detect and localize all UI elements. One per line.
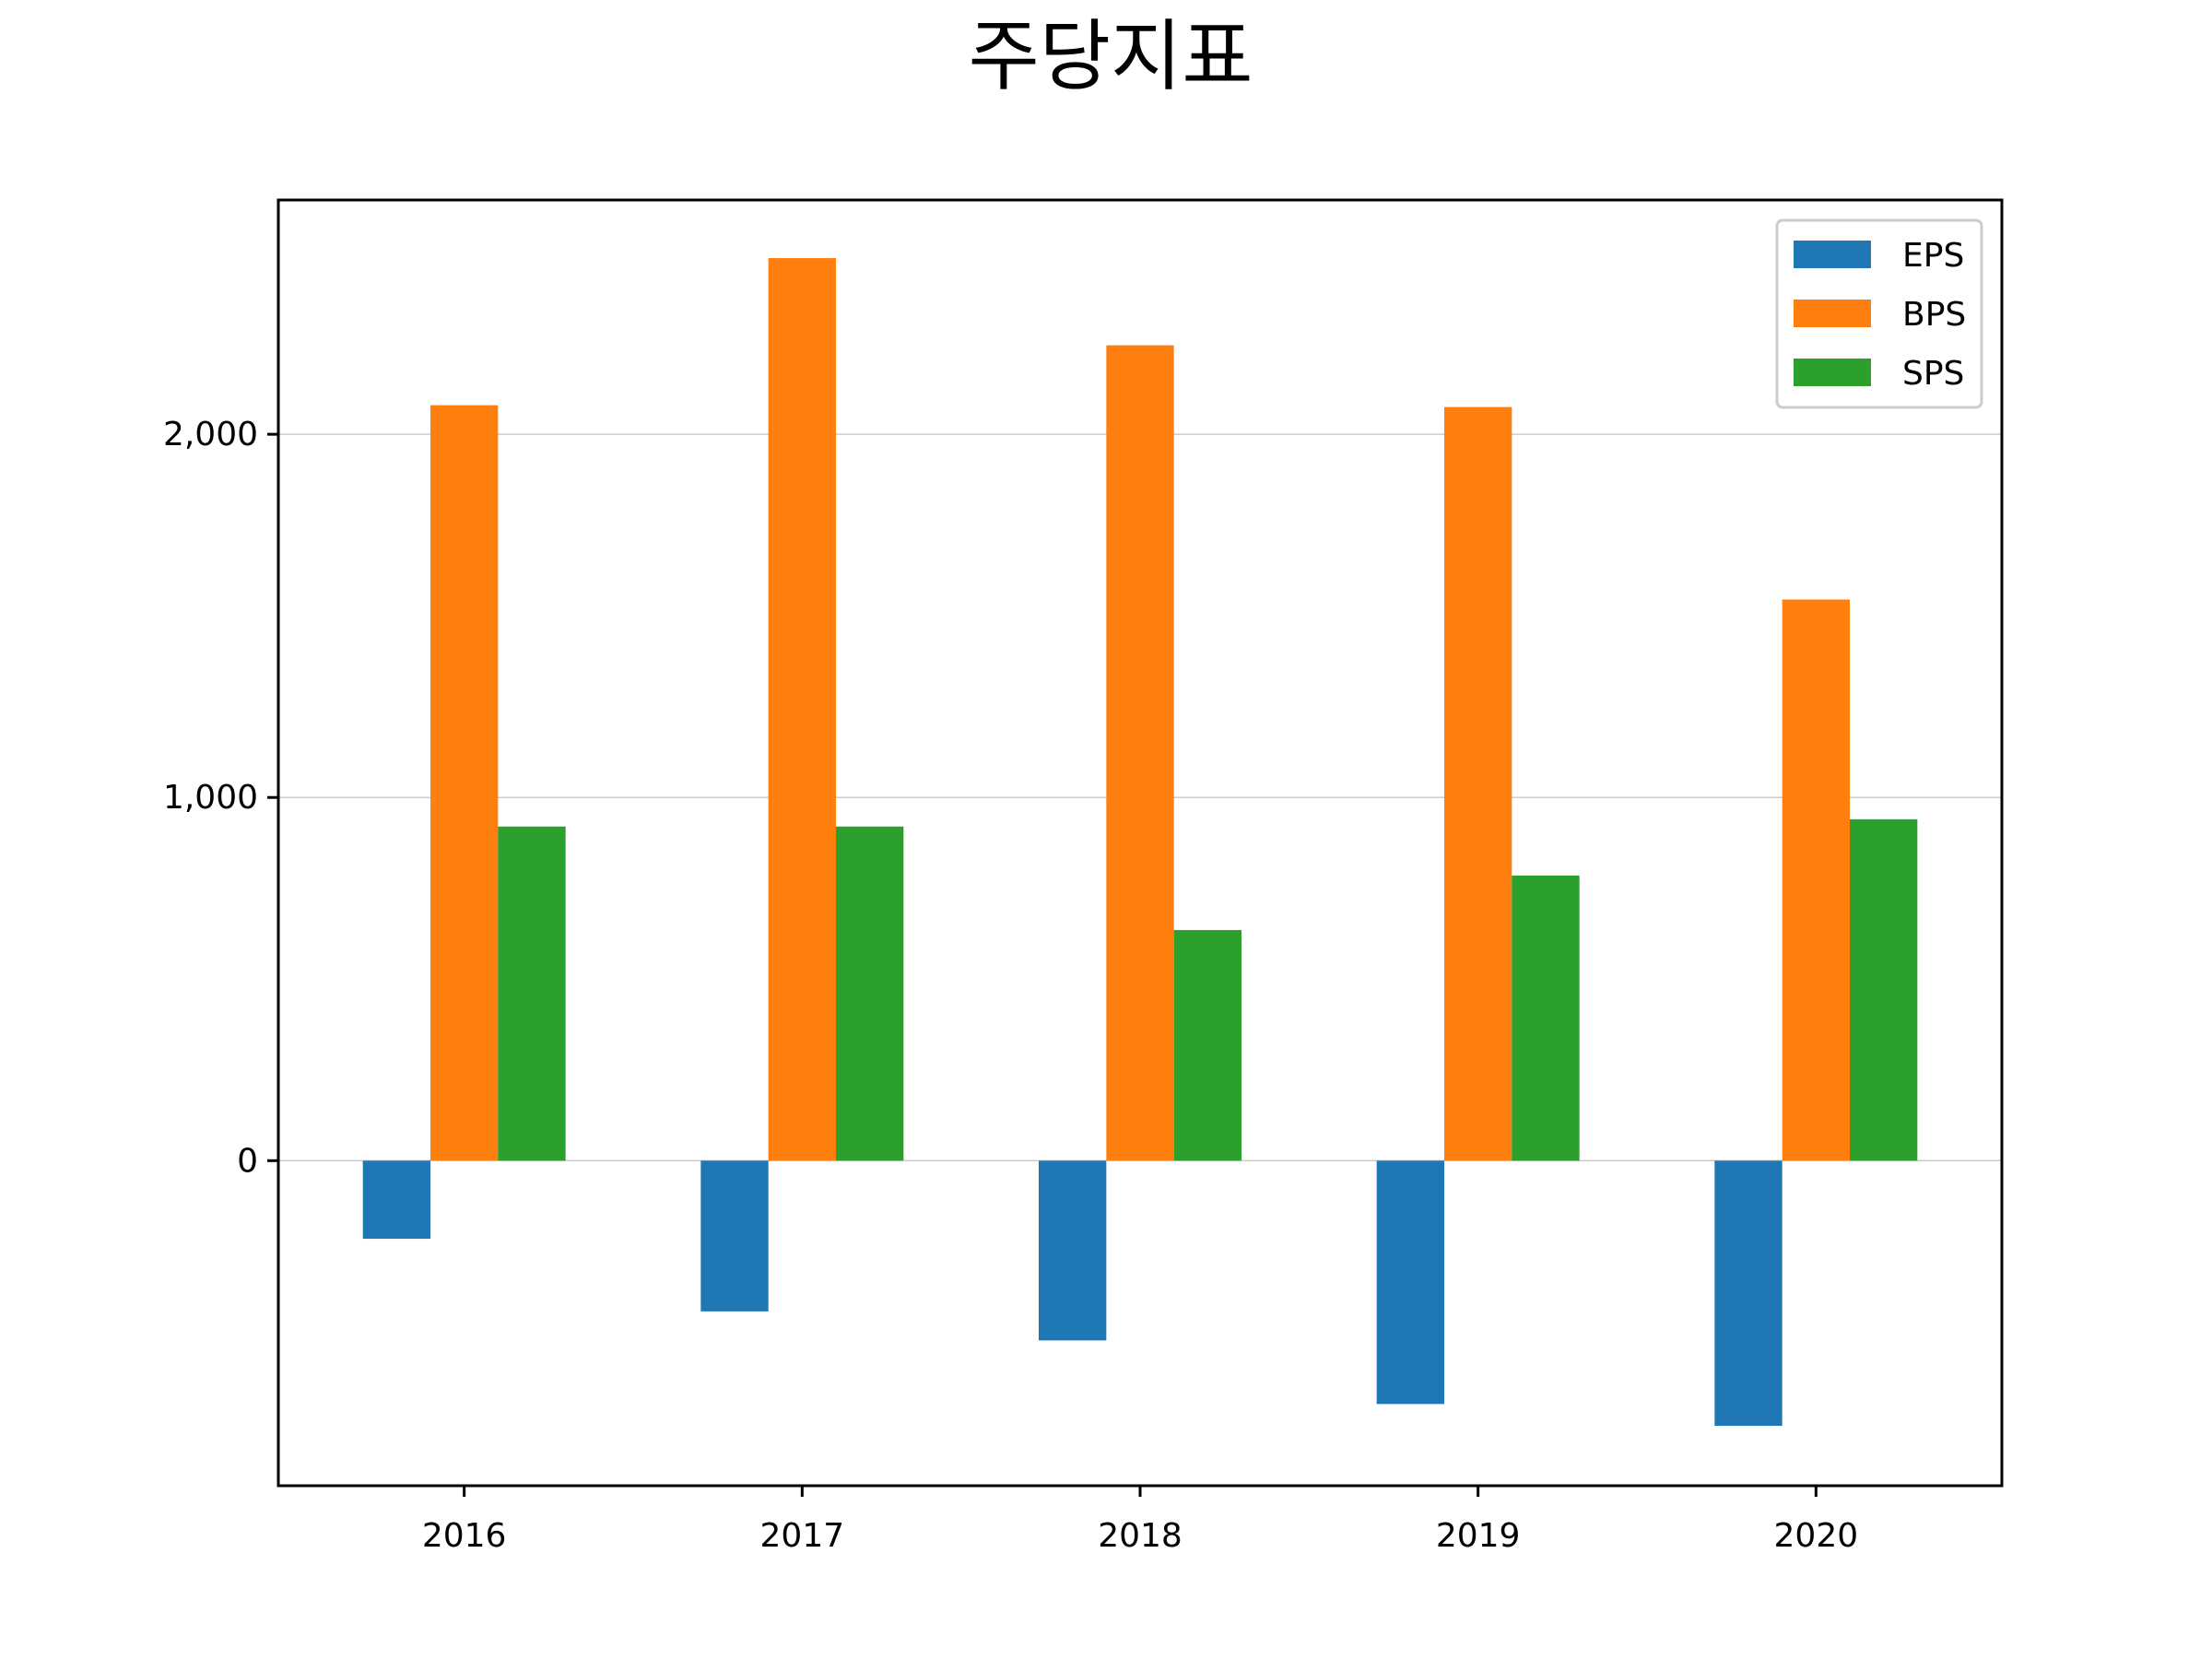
sps-bar-2019: [1512, 875, 1580, 1161]
eps-bar-2019: [1376, 1160, 1444, 1405]
legend-label-eps: EPS: [1902, 237, 1964, 275]
x-tick-label: 2018: [1098, 1517, 1182, 1555]
sps-bar-2020: [1850, 818, 1918, 1161]
eps-bar-2016: [362, 1160, 430, 1240]
bps-bar-2018: [1106, 345, 1174, 1161]
bps-bar-2019: [1444, 406, 1512, 1161]
bps-bar-2017: [768, 258, 836, 1161]
sps-bar-2016: [498, 826, 566, 1161]
x-axis: 2016 2017 2018 2019 2020: [422, 1486, 1858, 1555]
legend-label-bps: BPS: [1902, 296, 1966, 334]
x-tick-label: 2020: [1774, 1517, 1859, 1555]
eps-bar-2020: [1714, 1160, 1783, 1426]
legend-label-sps: SPS: [1902, 355, 1964, 393]
legend-swatch-bps: [1794, 300, 1871, 327]
legend: EPS BPS SPS: [1775, 218, 1983, 409]
y-tick-label: 0: [237, 1142, 258, 1180]
sps-bar-2017: [836, 826, 904, 1161]
eps-bar-2018: [1039, 1160, 1107, 1341]
x-tick-label: 2017: [760, 1517, 845, 1555]
bars: [362, 258, 1918, 1426]
y-axis: 0 1,000 2,000: [163, 416, 278, 1180]
bps-bar-2020: [1782, 599, 1850, 1161]
x-tick-label: 2016: [422, 1517, 507, 1555]
legend-swatch-sps: [1794, 359, 1871, 386]
legend-swatch-eps: [1794, 241, 1871, 268]
chart-title: 주당지표: [968, 11, 1253, 101]
bps-bar-2016: [430, 405, 499, 1161]
y-tick-label: 1,000: [163, 779, 258, 817]
eps-bar-2017: [700, 1160, 769, 1312]
sps-bar-2018: [1173, 930, 1241, 1161]
x-tick-label: 2019: [1436, 1517, 1521, 1555]
y-tick-label: 2,000: [163, 416, 258, 453]
